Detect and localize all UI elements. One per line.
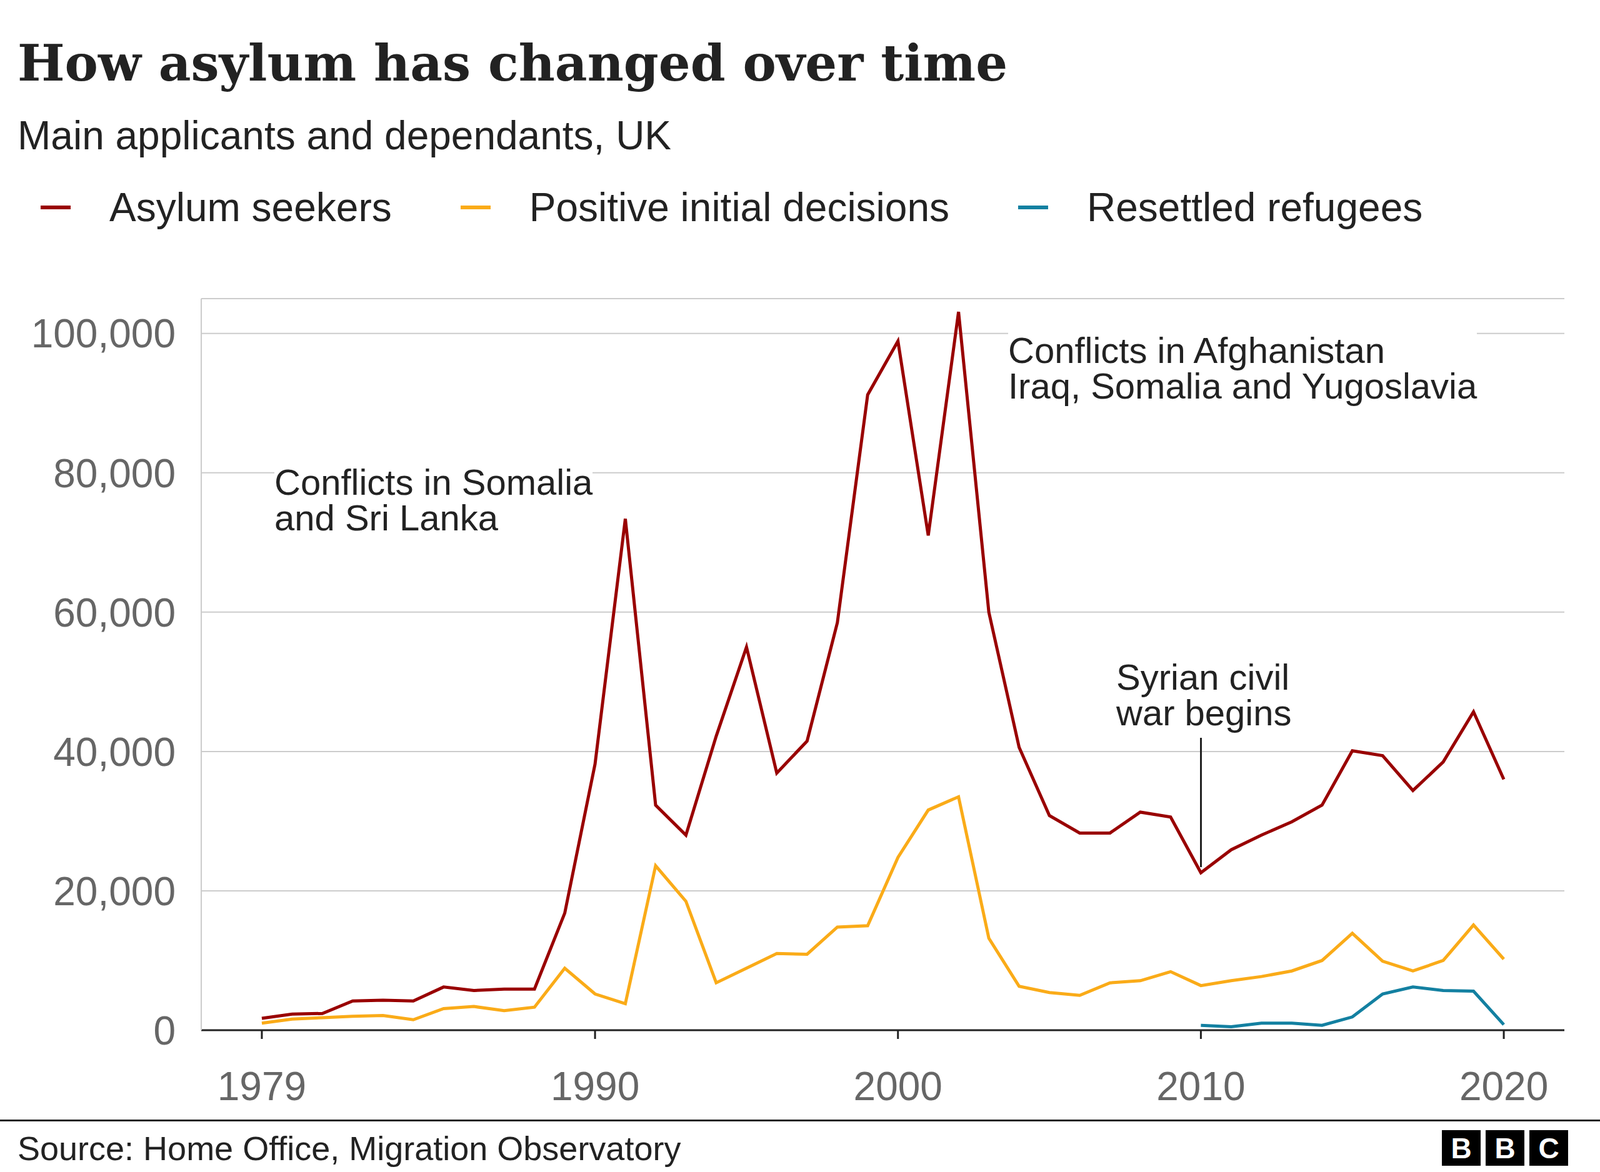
html-text:Iraq, Somalia and Yugoslavia: Iraq, Somalia and Yugoslavia [1008,365,1477,407]
svg-text:60,000: 60,000 [53,590,176,636]
svg-text:100,000: 100,000 [31,311,176,357]
html-text:C: C [1538,1132,1560,1165]
html-text:Syrian civil: Syrian civil [1116,656,1290,698]
html-text:Main applicants and dependants: Main applicants and dependants, UK [17,113,672,159]
html-text:Conflicts in Somalia: Conflicts in Somalia [274,461,593,503]
svg-text:1990: 1990 [550,1064,640,1110]
svg-text:80,000: 80,000 [53,451,176,497]
html-text:war begins: war begins [1116,692,1292,734]
svg-text:40,000: 40,000 [53,730,176,775]
html-text:Resettled refugees: Resettled refugees [1086,185,1423,230]
html-text:Source: Home Office, Migration: Source: Home Office, Migration Observato… [17,1130,681,1168]
html-text:Asylum seekers: Asylum seekers [109,185,392,230]
html-text:B: B [1450,1132,1472,1165]
svg-text:20,000: 20,000 [53,869,176,915]
html-text:and Sri Lanka: and Sri Lanka [274,497,499,539]
svg-text:0: 0 [153,1008,176,1054]
html-text:Conflicts in Afghanistan: Conflicts in Afghanistan [1008,330,1385,371]
svg-text:2010: 2010 [1156,1064,1245,1110]
html-text:How asylum has changed over ti: How asylum has changed over time [17,33,1008,93]
svg-text:2000: 2000 [853,1064,943,1110]
html-text:B: B [1494,1132,1516,1165]
svg-text:1979: 1979 [217,1064,307,1110]
html-text:Positive initial decisions: Positive initial decisions [529,185,950,230]
svg-text:2020: 2020 [1459,1064,1549,1110]
